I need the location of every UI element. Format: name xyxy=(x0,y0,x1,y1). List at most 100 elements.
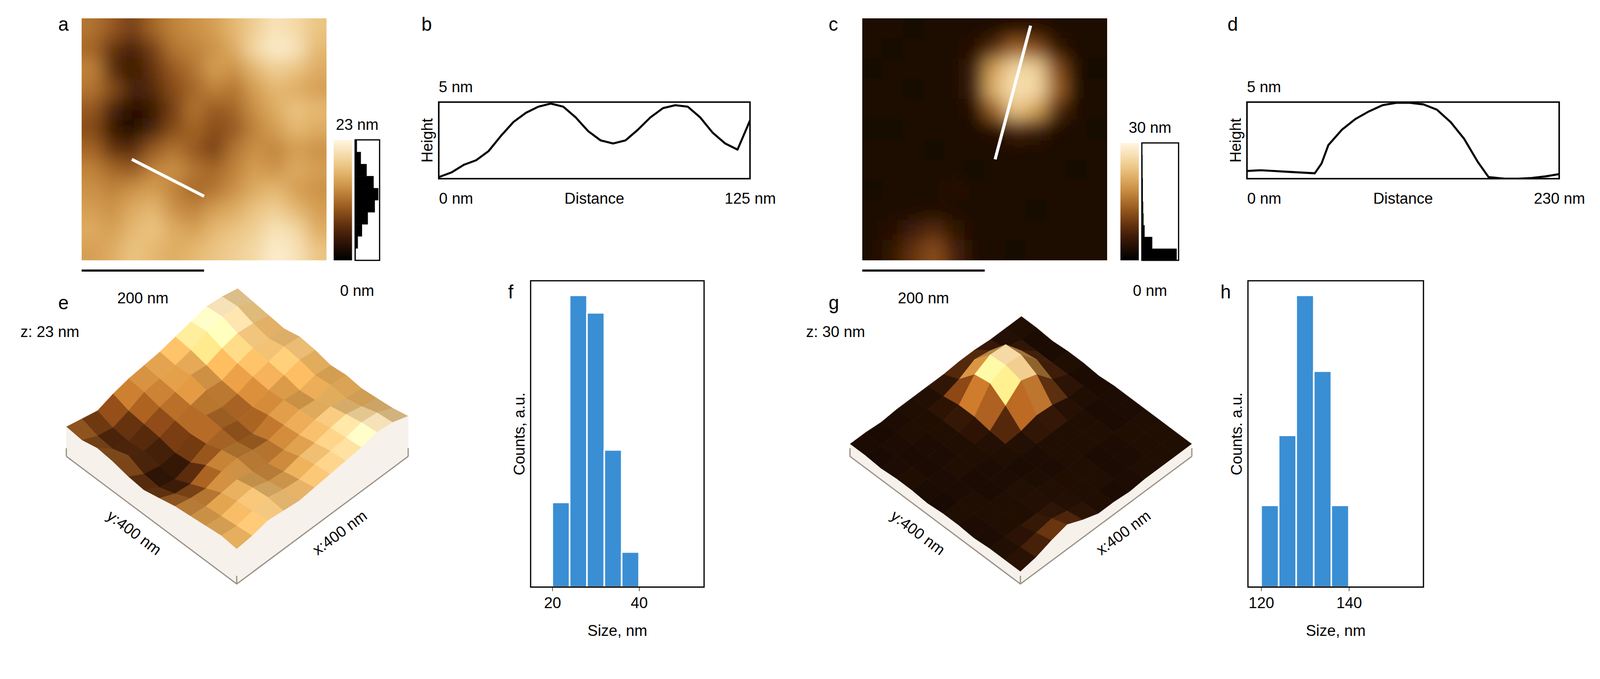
height-cell xyxy=(862,118,884,140)
height-cell xyxy=(285,159,307,180)
height-cell xyxy=(163,139,185,160)
height-cell xyxy=(1025,159,1047,180)
histogram-bar xyxy=(1313,371,1332,587)
height-cell xyxy=(122,199,144,220)
height-cell xyxy=(81,159,103,180)
height-cell xyxy=(1086,58,1108,79)
height-cell xyxy=(183,38,205,59)
height-cell xyxy=(984,78,1006,100)
panel-letter: e xyxy=(57,292,69,314)
surface-wall xyxy=(376,422,393,480)
height-cell xyxy=(964,199,986,220)
plot-frame xyxy=(438,102,750,179)
panel-letter: d xyxy=(1227,13,1238,35)
height-cell xyxy=(1045,159,1067,180)
height-cell xyxy=(903,139,924,160)
height-cell xyxy=(1045,219,1067,241)
height-cell xyxy=(306,99,327,120)
height-cell xyxy=(204,118,225,140)
height-cell xyxy=(224,118,246,140)
surface-axis-label: x:400 nm xyxy=(309,506,371,559)
height-cell xyxy=(984,58,1006,79)
surface-corner-edge xyxy=(65,447,67,456)
height-cell xyxy=(102,179,123,201)
height-cell xyxy=(265,159,287,180)
height-cell xyxy=(265,38,287,59)
scale-bar-label: 200 nm xyxy=(117,289,169,307)
surface-wall xyxy=(1114,491,1130,515)
height-cell xyxy=(923,179,945,201)
height-cell xyxy=(204,240,225,261)
height-cell xyxy=(285,118,307,140)
height-cell xyxy=(1086,240,1108,261)
height-cell xyxy=(923,18,945,39)
height-cell xyxy=(102,38,123,59)
height-cell xyxy=(142,139,164,160)
height-cell xyxy=(265,139,287,160)
tick: 20 xyxy=(543,586,561,612)
height-histogram xyxy=(1141,142,1177,261)
histogram-bar xyxy=(586,312,605,587)
height-cell xyxy=(244,78,266,100)
surface-corner-edge xyxy=(236,575,238,584)
height-cell xyxy=(1005,179,1026,201)
height-cell xyxy=(903,179,924,201)
colorbar xyxy=(333,139,353,261)
height-cell xyxy=(244,199,266,220)
tick-label: 0 nm xyxy=(438,189,474,208)
surface-axis-label: y:400 nm xyxy=(887,506,949,559)
surface-wall xyxy=(1066,519,1083,549)
height-cell xyxy=(984,199,1006,220)
height-cell xyxy=(923,139,945,160)
height-cell xyxy=(1025,219,1047,241)
height-cell xyxy=(122,139,144,160)
profile-curve xyxy=(438,103,750,177)
surface-wall xyxy=(943,513,959,538)
axis: 0 nm230 nm xyxy=(1247,178,1586,208)
height-cell xyxy=(306,199,327,220)
height-cell xyxy=(306,240,327,261)
height-cell xyxy=(882,38,904,59)
height-cell xyxy=(1045,99,1067,120)
height-cell xyxy=(964,139,986,160)
height-cell xyxy=(142,58,164,79)
height-cell xyxy=(903,118,924,140)
height-cell xyxy=(943,199,965,220)
height-cell xyxy=(244,219,266,241)
height-cell xyxy=(943,38,965,59)
height-cell xyxy=(224,38,246,59)
tick-label: 20 xyxy=(543,593,561,612)
surface-wall xyxy=(1160,455,1177,480)
height-cell xyxy=(862,99,884,120)
surface-wall xyxy=(911,490,928,515)
surface-wall xyxy=(283,500,300,549)
height-cell xyxy=(903,159,924,180)
surface-wall xyxy=(345,447,362,503)
height-cell xyxy=(265,118,287,140)
height-cell xyxy=(923,159,945,180)
height-cell xyxy=(862,58,884,79)
surface-wall xyxy=(865,455,881,480)
height-cell xyxy=(224,58,246,79)
height-cell xyxy=(306,219,327,241)
plot-area xyxy=(438,103,750,177)
colorbar-label: 30 nm xyxy=(1128,118,1172,137)
height-cell xyxy=(163,240,185,261)
height-cell xyxy=(142,118,164,140)
height-cell xyxy=(142,240,164,261)
height-cell xyxy=(244,99,266,120)
height-cell xyxy=(285,38,307,59)
height-cell xyxy=(1025,179,1047,201)
height-cell xyxy=(224,18,246,39)
height-cell xyxy=(163,38,185,59)
height-cell xyxy=(244,139,266,160)
height-cell xyxy=(244,240,266,261)
height-cell xyxy=(163,199,185,220)
height-cell xyxy=(224,99,246,120)
surface-wall xyxy=(896,478,912,503)
height-cell xyxy=(964,58,986,79)
tick-mark xyxy=(1348,586,1350,591)
height-cell xyxy=(244,159,266,180)
height-cell xyxy=(1086,78,1108,100)
height-cell xyxy=(882,58,904,79)
